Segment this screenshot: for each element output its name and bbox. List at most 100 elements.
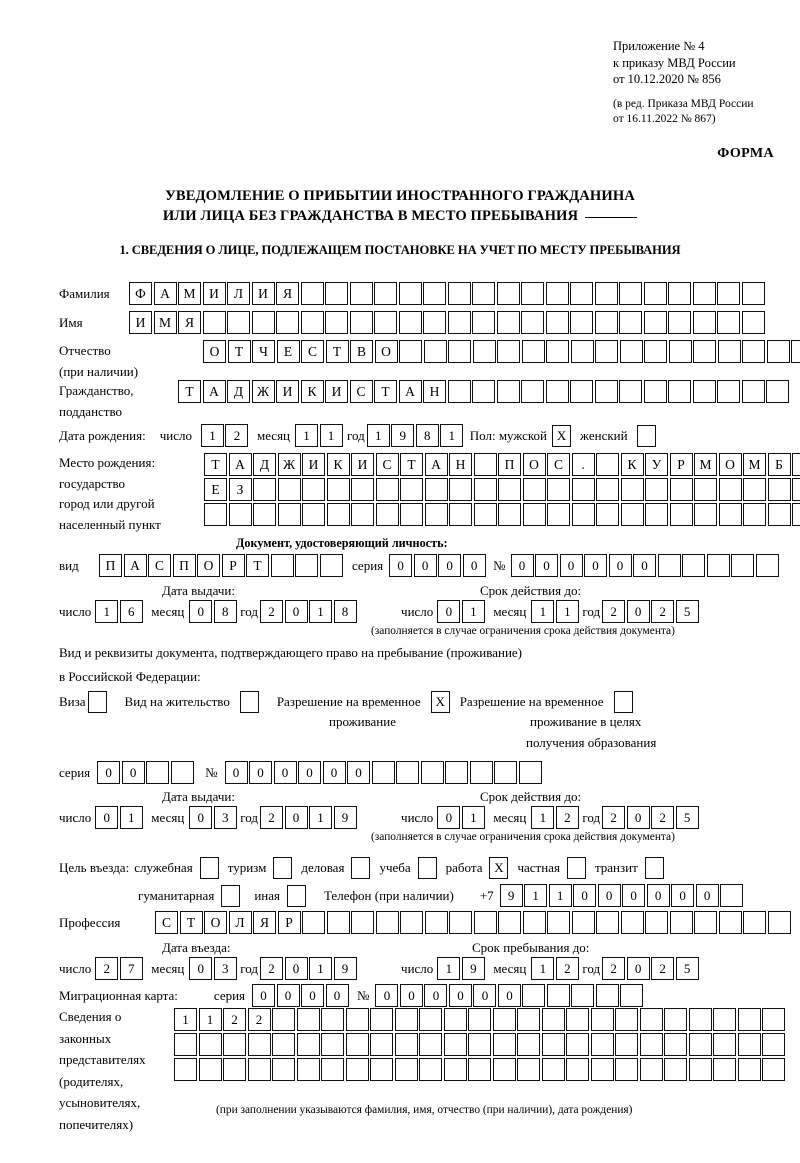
char-cell[interactable]: 0 [473, 984, 497, 1007]
char-cell[interactable] [468, 1033, 491, 1056]
char-cell[interactable] [718, 503, 742, 526]
char-cell[interactable] [300, 282, 324, 305]
char-cell[interactable] [419, 1058, 442, 1081]
char-cell[interactable]: 0 [298, 761, 322, 784]
char-cell[interactable]: . [571, 453, 595, 476]
char-cell[interactable] [472, 340, 496, 363]
char-cell[interactable]: У [645, 453, 668, 476]
char-cell[interactable]: Р [277, 911, 301, 934]
char-cell[interactable]: 2 [260, 957, 284, 980]
char-cell[interactable]: 1 [461, 806, 485, 829]
char-cell[interactable] [370, 1008, 393, 1031]
char-cell[interactable]: 0 [559, 554, 583, 577]
char-cell[interactable]: 0 [438, 554, 462, 577]
sex-male-checkbox[interactable]: X [552, 424, 572, 447]
char-cell[interactable] [792, 453, 800, 476]
char-cell[interactable] [351, 503, 374, 526]
char-cell[interactable] [449, 503, 472, 526]
char-cell[interactable] [692, 380, 716, 403]
char-cell[interactable]: 0 [497, 984, 521, 1007]
char-cell[interactable] [693, 340, 716, 363]
char-cell[interactable]: И [129, 311, 152, 334]
char-cell[interactable] [743, 478, 766, 501]
purpose-checkbox-транзит[interactable] [644, 857, 664, 879]
char-cell[interactable]: 1 [309, 957, 333, 980]
purpose-checkbox-служебная[interactable] [199, 857, 219, 879]
char-cell[interactable]: Т [178, 380, 201, 403]
char-cell[interactable]: И [302, 453, 325, 476]
char-cell[interactable] [688, 1008, 712, 1031]
char-cell[interactable]: 2 [602, 957, 626, 980]
char-cell[interactable]: И [276, 380, 299, 403]
char-cell[interactable] [468, 1008, 491, 1031]
char-cell[interactable] [170, 761, 194, 784]
char-cell[interactable] [223, 1058, 246, 1081]
char-cell[interactable]: Т [400, 453, 423, 476]
char-cell[interactable]: П [99, 554, 122, 577]
char-cell[interactable]: Т [204, 453, 227, 476]
char-cell[interactable]: 1 [119, 806, 143, 829]
char-cell[interactable] [643, 282, 667, 305]
char-cell[interactable] [370, 1033, 393, 1056]
char-cell[interactable] [645, 503, 668, 526]
char-cell[interactable]: Ч [252, 340, 275, 363]
char-cell[interactable] [321, 1058, 344, 1081]
char-cell[interactable] [594, 282, 618, 305]
char-cell[interactable] [326, 503, 350, 526]
char-cell[interactable] [517, 1058, 540, 1081]
char-cell[interactable]: 0 [301, 984, 325, 1007]
char-cell[interactable] [247, 1058, 271, 1081]
char-cell[interactable] [443, 1058, 467, 1081]
char-cell[interactable]: О [197, 554, 220, 577]
char-cell[interactable]: 8 [415, 424, 439, 447]
char-cell[interactable]: 0 [189, 957, 213, 980]
char-cell[interactable] [498, 911, 521, 934]
char-cell[interactable] [351, 911, 374, 934]
char-cell[interactable]: 0 [622, 884, 646, 907]
char-cell[interactable]: И [251, 282, 275, 305]
char-cell[interactable] [321, 1008, 344, 1031]
char-cell[interactable] [694, 478, 717, 501]
char-cell[interactable]: 5 [675, 600, 699, 623]
char-cell[interactable]: 0 [424, 984, 448, 1007]
char-cell[interactable] [420, 761, 444, 784]
char-cell[interactable] [668, 282, 691, 305]
char-cell[interactable]: И [351, 453, 374, 476]
char-cell[interactable] [669, 911, 693, 934]
char-cell[interactable]: 1 [174, 1008, 197, 1031]
char-cell[interactable]: 2 [260, 806, 284, 829]
purpose-checkbox-туризм[interactable] [273, 857, 293, 879]
char-cell[interactable]: 0 [189, 600, 213, 623]
char-cell[interactable] [270, 554, 294, 577]
visa-checkbox[interactable] [87, 691, 107, 713]
char-cell[interactable] [399, 340, 422, 363]
char-cell[interactable] [345, 1058, 369, 1081]
char-cell[interactable]: Р [669, 453, 693, 476]
char-cell[interactable]: С [148, 554, 171, 577]
char-cell[interactable] [345, 1008, 369, 1031]
char-cell[interactable]: 8 [213, 600, 237, 623]
char-cell[interactable]: 0 [626, 806, 650, 829]
char-cell[interactable]: 1 [531, 957, 555, 980]
char-cell[interactable] [619, 380, 642, 403]
char-cell[interactable]: Е [276, 340, 300, 363]
char-cell[interactable]: К [300, 380, 324, 403]
char-cell[interactable] [668, 340, 692, 363]
purpose-checkbox-гуманитарная[interactable] [221, 884, 241, 907]
char-cell[interactable] [223, 1033, 246, 1056]
char-cell[interactable] [521, 282, 544, 305]
char-cell[interactable] [571, 503, 595, 526]
char-cell[interactable]: 0 [462, 554, 486, 577]
char-cell[interactable]: Т [374, 380, 397, 403]
char-cell[interactable] [394, 1008, 418, 1031]
char-cell[interactable] [547, 911, 570, 934]
char-cell[interactable] [228, 503, 252, 526]
char-cell[interactable]: 3 [213, 806, 237, 829]
char-cell[interactable] [766, 340, 790, 363]
char-cell[interactable] [375, 503, 399, 526]
